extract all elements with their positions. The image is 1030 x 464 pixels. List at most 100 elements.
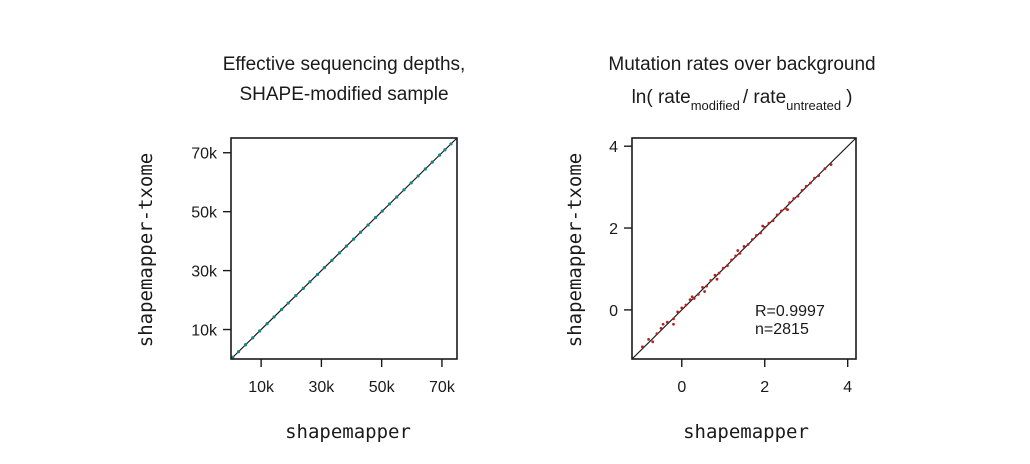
chart2-point-10	[692, 297, 696, 300]
chart1-point-1	[236, 350, 241, 354]
chart1-x-tick-label-1: 30k	[309, 379, 336, 396]
chart1-frame	[230, 137, 458, 360]
chart1-x-tick-label-0: 10k	[248, 379, 275, 396]
chart2-point-24	[750, 238, 754, 241]
chart1-point-11	[308, 280, 312, 284]
chart2-title-mid: / rate	[743, 87, 786, 108]
chart1-point-23	[395, 195, 399, 199]
chart1-plot-area: 10k 30k 50k 70k 10k 30k 50k 70k	[191, 137, 458, 396]
chart2-title-sub2: untreated	[786, 98, 841, 113]
chart2-point-42	[829, 163, 833, 167]
chart1-point-14	[330, 258, 334, 262]
chart2-annotation-n: n=2815	[755, 321, 809, 338]
chart2-point-9	[688, 298, 692, 302]
chart2-point-29	[771, 219, 775, 223]
chart1-point-4	[258, 329, 262, 333]
chart2-title-end: )	[846, 87, 852, 108]
chart2-point-12	[701, 285, 704, 289]
chart2-point-25	[755, 234, 758, 237]
chart2-point-33	[788, 201, 792, 205]
chart2-frame	[631, 137, 857, 360]
chart2-title-sub1: modified	[691, 98, 740, 113]
chart1-y-axis-label: shapemapper-txome	[135, 153, 157, 347]
chart2-point-19	[730, 258, 733, 262]
chart1-point-27	[423, 167, 427, 171]
chart1-point-26	[416, 174, 420, 178]
chart1-point-29	[437, 153, 442, 157]
chart2-point-46	[715, 277, 719, 281]
chart1-title-line2: SHAPE-modified sample	[239, 84, 448, 105]
chart2-point-18	[726, 264, 729, 268]
chart2-annotation-r: R=0.9997	[755, 303, 825, 320]
chart1-point-0	[231, 355, 235, 359]
chart1-point-13	[322, 266, 327, 270]
chart2-point-23	[746, 243, 750, 246]
chart2-point-4	[665, 320, 669, 324]
chart2-point-36	[800, 188, 804, 192]
chart2-identity-line	[631, 137, 857, 360]
chart2-point-5	[672, 317, 675, 321]
chart1-y-tick-label-2: 50k	[191, 205, 218, 222]
chart2-point-43	[661, 322, 665, 326]
chart1-x-tick-label-3: 70k	[429, 379, 456, 396]
chart2-point-15	[713, 273, 717, 277]
chart2-point-0	[640, 345, 644, 349]
chart2-point-47	[736, 249, 740, 252]
chart2-point-21	[738, 252, 742, 255]
chart1-point-7	[280, 307, 284, 312]
chart2-x-axis-label: shapemapper	[683, 421, 809, 443]
chart2-plot-area: 0 2 4 0 2 4	[609, 137, 857, 396]
chart1-point-30	[443, 148, 447, 152]
chart2-point-27	[763, 225, 767, 229]
chart2-point-51	[651, 340, 655, 344]
chart2-point-34	[792, 197, 796, 200]
chart2-point-35	[796, 194, 800, 198]
chart2-point-26	[759, 231, 762, 235]
chart1-x-axis-label: shapemapper	[285, 421, 411, 443]
chart2-point-22	[742, 245, 746, 248]
chart2-point-41	[823, 167, 827, 171]
chart2-point-30	[775, 213, 779, 217]
chart2-point-50	[703, 290, 706, 293]
chart1-point-3	[251, 336, 255, 340]
chart1-point-25	[409, 181, 413, 185]
chart2-point-17	[721, 266, 725, 270]
chart1-point-19	[366, 223, 370, 227]
chart1-point-8	[286, 301, 290, 305]
chart2-point-40	[817, 174, 821, 178]
chart2-point-14	[709, 279, 713, 282]
chart2-x-tick-label-0: 0	[677, 379, 686, 396]
chart1-x-tick-label-2: 50k	[369, 379, 396, 396]
chart2-y-tick-label-0: 0	[609, 303, 618, 320]
chart1-point-10	[301, 286, 305, 290]
chart1-point-22	[387, 202, 392, 206]
chart1-point-2	[243, 343, 248, 347]
chart2-title-line1: Mutation rates over background	[608, 54, 875, 75]
chart2-point-2	[655, 332, 659, 336]
chart2-point-32	[784, 206, 787, 210]
chart2-point-13	[705, 284, 709, 288]
chart2-point-8	[684, 303, 688, 307]
chart2-point-44	[690, 295, 694, 299]
chart1-point-21	[380, 209, 384, 213]
chart2-point-38	[808, 181, 812, 185]
chart1-title-line1: Effective sequencing depths,	[223, 54, 466, 75]
chart2-point-45	[672, 322, 675, 326]
chart1-point-18	[358, 230, 363, 234]
chart2-x-tick-label-2: 4	[843, 379, 852, 396]
chart1-point-5	[265, 322, 269, 326]
chart2-point-1	[647, 337, 650, 341]
chart2-point-39	[813, 176, 816, 180]
chart1-point-31	[449, 142, 453, 146]
chart2-x-tick-label-1: 2	[760, 379, 769, 396]
chart1-y-tick-label-1: 30k	[191, 264, 218, 281]
chart1-point-24	[402, 188, 406, 192]
chart2-point-7	[680, 306, 684, 310]
chart2-y-tick-label-1: 2	[609, 221, 618, 238]
chart2-point-3	[659, 326, 663, 330]
chart1-point-20	[374, 215, 378, 220]
chart1-point-6	[272, 315, 276, 319]
chart2-point-11	[696, 292, 700, 296]
chart1-y-tick-label-3: 70k	[191, 146, 218, 163]
